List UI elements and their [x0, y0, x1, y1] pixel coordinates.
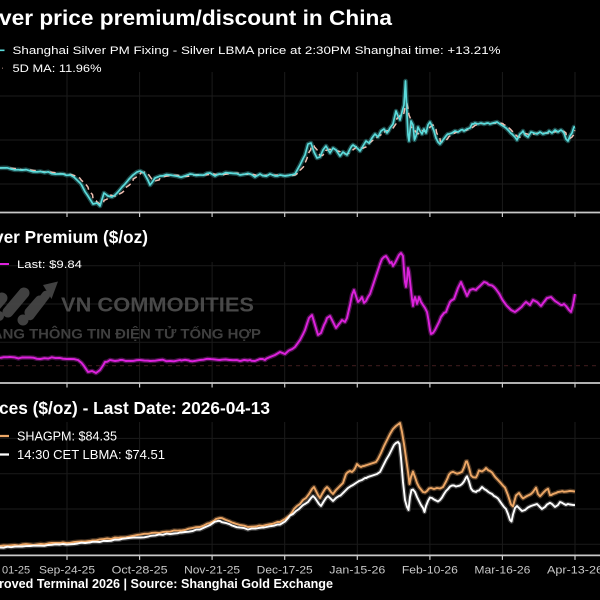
svg-text:Sep-24-25: Sep-24-25 [39, 565, 95, 577]
svg-text:Dec-17-25: Dec-17-25 [257, 565, 313, 577]
svg-text:5D MA: 11.96%: 5D MA: 11.96% [13, 63, 102, 75]
svg-text:Last: $9.84: Last: $9.84 [17, 259, 82, 271]
svg-text:Feb-10-26: Feb-10-26 [402, 565, 458, 577]
svg-text:Mar-16-26: Mar-16-26 [474, 565, 530, 577]
svg-text:Apr-13-26: Apr-13-26 [547, 565, 600, 577]
svg-text:TRANG THÔNG TIN ĐIỆN TỬ TỐNG H: TRANG THÔNG TIN ĐIỆN TỬ TỐNG HỢP [0, 325, 261, 342]
svg-text:VN COMMODITIES: VN COMMODITIES [61, 294, 254, 317]
svg-text:roved Terminal 2026 | Source:: roved Terminal 2026 | Source: Shanghai G… [0, 577, 333, 591]
svg-text:ces ($/oz) - Last Date: 2026-0: ces ($/oz) - Last Date: 2026-04-13 [0, 398, 270, 418]
svg-text:01-25: 01-25 [2, 565, 30, 577]
svg-text:SHAGPM: $84.35: SHAGPM: $84.35 [17, 429, 117, 444]
svg-text:Nov-21-25: Nov-21-25 [184, 565, 240, 577]
svg-text:Jan-15-26: Jan-15-26 [329, 565, 385, 577]
svg-text:14:30 CET LBMA: $74.51: 14:30 CET LBMA: $74.51 [17, 447, 165, 462]
svg-text:Oct-28-25: Oct-28-25 [112, 565, 168, 577]
svg-text:ver Premium ($/oz): ver Premium ($/oz) [0, 227, 148, 247]
svg-text:Shanghai Silver PM Fixing - Si: Shanghai Silver PM Fixing - Silver LBMA … [13, 45, 501, 57]
svg-text:ver price premium/discount in: ver price premium/discount in China [0, 6, 393, 30]
